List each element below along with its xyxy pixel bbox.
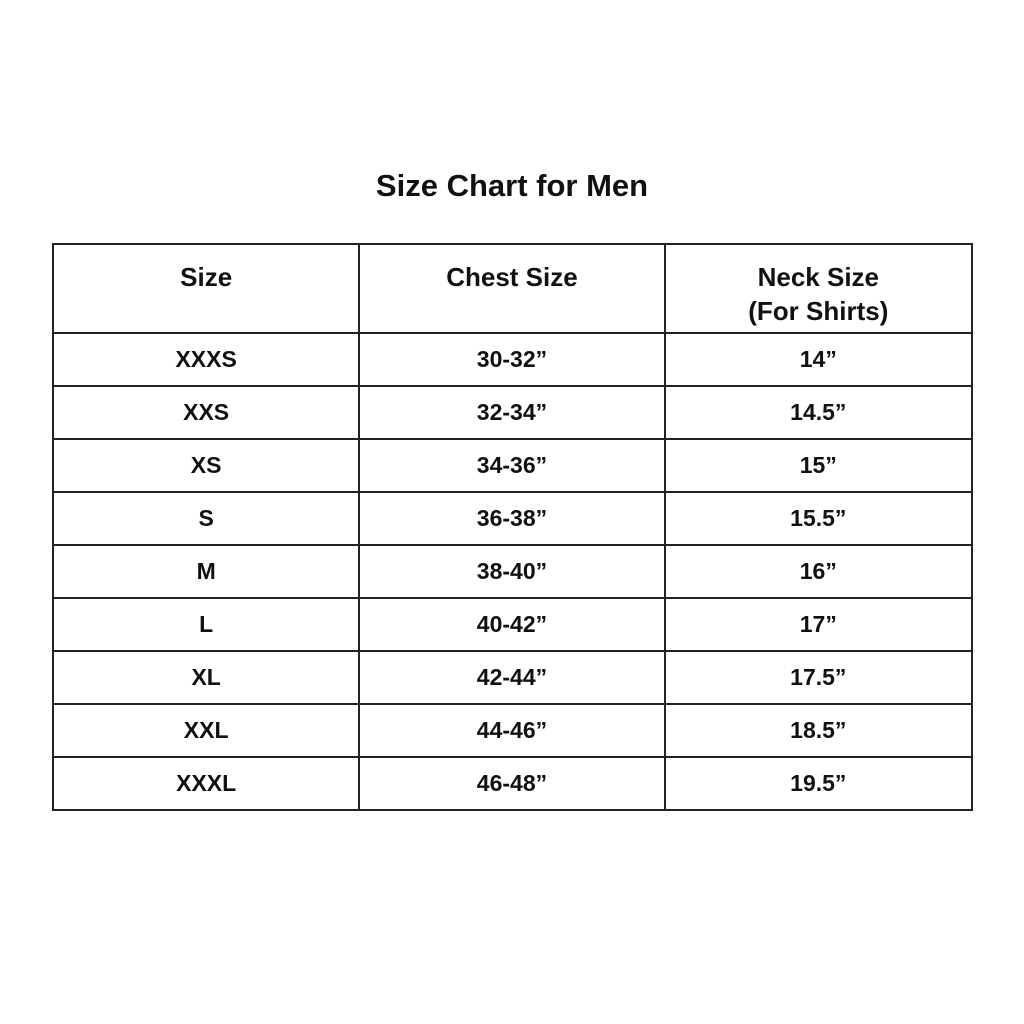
cell-size: M (51, 544, 361, 599)
cell-chest-size: 34-36” (358, 438, 666, 493)
header-size: Size (51, 243, 361, 334)
table-row: L 40-42” 17” (51, 597, 974, 652)
cell-size: XL (51, 650, 361, 705)
cell-size: XXL (51, 703, 361, 758)
table-row: XXXS 30-32” 14” (51, 332, 974, 387)
cell-chest-size: 44-46” (358, 703, 666, 758)
cell-neck-size: 16” (663, 544, 974, 599)
table-row: S 36-38” 15.5” (51, 491, 974, 546)
cell-size: S (51, 491, 361, 546)
cell-chest-size: 38-40” (358, 544, 666, 599)
header-sublabel: (For Shirts) (748, 296, 889, 326)
header-row: Size Chest Size Neck Size (For Shirts) (51, 243, 974, 334)
cell-size: XS (51, 438, 361, 493)
table-row: XXL 44-46” 18.5” (51, 703, 974, 758)
cell-chest-size: 32-34” (358, 385, 666, 440)
header-label: Chest Size (446, 262, 578, 292)
cell-neck-size: 17” (663, 597, 974, 652)
cell-neck-size: 18.5” (663, 703, 974, 758)
cell-neck-size: 15” (663, 438, 974, 493)
cell-neck-size: 14” (663, 332, 974, 387)
header-label: Neck Size (757, 262, 880, 292)
cell-chest-size: 30-32” (358, 332, 666, 387)
header-label: Size (180, 262, 233, 292)
cell-neck-size: 14.5” (663, 385, 974, 440)
table-row: M 38-40” 16” (51, 544, 974, 599)
header-neck-size: Neck Size (For Shirts) (663, 243, 974, 334)
cell-neck-size: 15.5” (663, 491, 974, 546)
cell-chest-size: 42-44” (358, 650, 666, 705)
cell-chest-size: 36-38” (358, 491, 666, 546)
cell-size: XXS (51, 385, 361, 440)
cell-size: L (51, 597, 361, 652)
page-title: Size Chart for Men (375, 168, 649, 203)
table-row: XS 34-36” 15” (51, 438, 974, 493)
size-chart-table: Size Chest Size Neck Size (For Shirts) XX… (51, 243, 974, 811)
cell-size: XXXL (51, 756, 361, 811)
cell-size: XXXS (51, 332, 361, 387)
cell-chest-size: 40-42” (358, 597, 666, 652)
cell-neck-size: 17.5” (663, 650, 974, 705)
table-row: XXXL 46-48” 19.5” (51, 756, 974, 811)
table-row: XXS 32-34” 14.5” (51, 385, 974, 440)
cell-neck-size: 19.5” (663, 756, 974, 811)
cell-chest-size: 46-48” (358, 756, 666, 811)
header-chest-size: Chest Size (358, 243, 666, 334)
table-row: XL 42-44” 17.5” (51, 650, 974, 705)
